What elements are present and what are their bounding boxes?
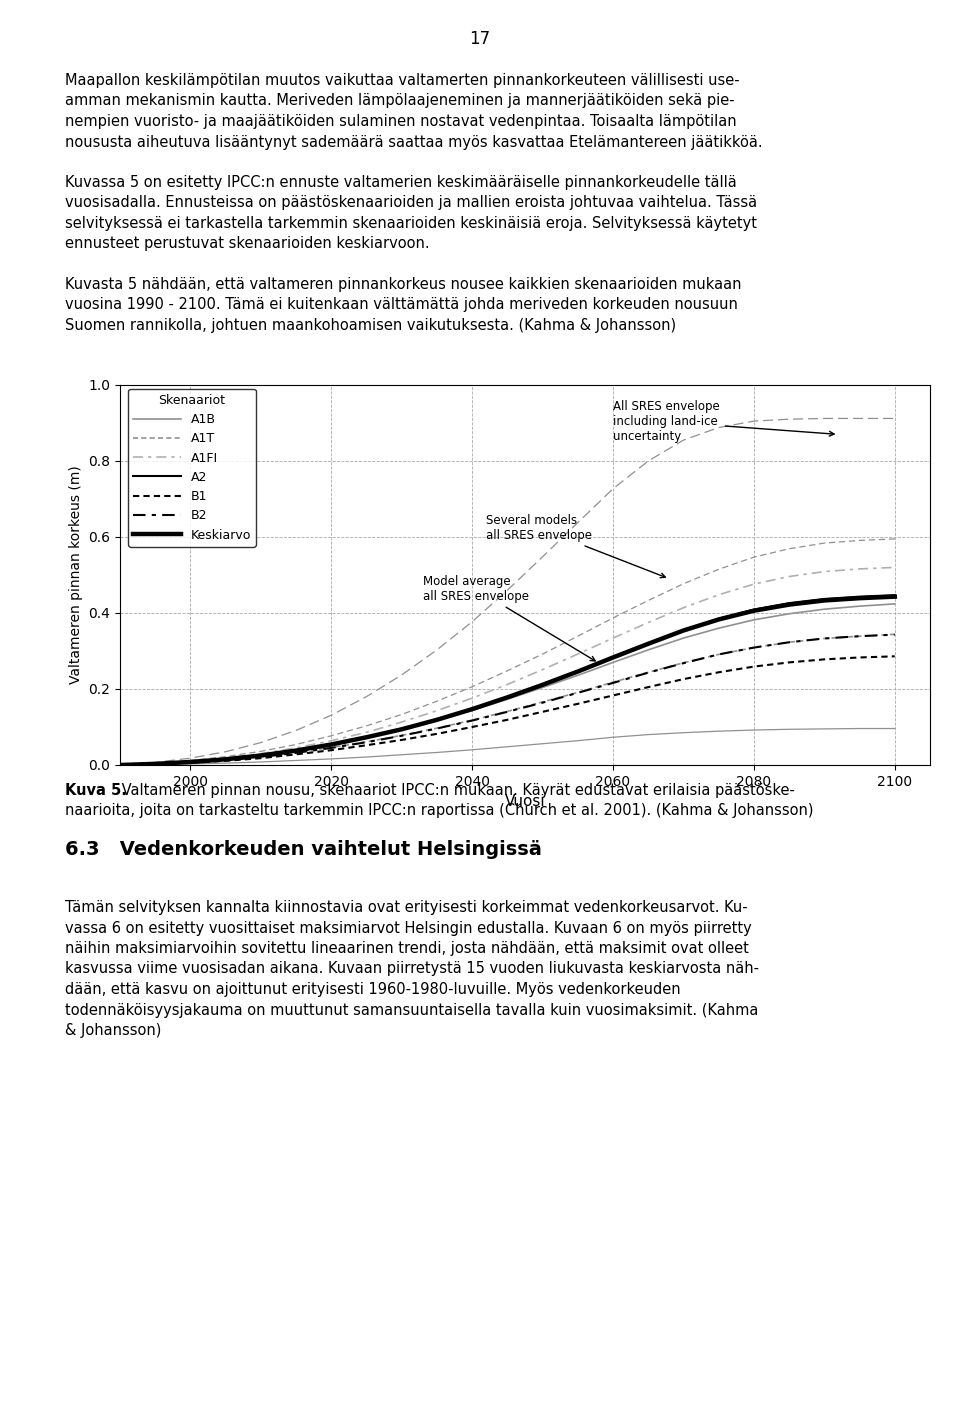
Text: vuosisadalla. Ennusteissa on päästöskenaarioiden ja mallien eroista johtuvaa vai: vuosisadalla. Ennusteissa on päästöskena… <box>65 195 757 211</box>
Legend: A1B, A1T, A1FI, A2, B1, B2, Keskiarvo: A1B, A1T, A1FI, A2, B1, B2, Keskiarvo <box>128 389 256 547</box>
X-axis label: Vuosi: Vuosi <box>505 794 545 810</box>
Text: dään, että kasvu on ajoittunut erityisesti 1960-1980-luvuille. Myös vedenkorkeud: dään, että kasvu on ajoittunut erityises… <box>65 981 681 997</box>
Text: vuosina 1990 - 2100. Tämä ei kuitenkaan välttämättä johda meriveden korkeuden no: vuosina 1990 - 2100. Tämä ei kuitenkaan … <box>65 298 738 312</box>
Y-axis label: Valtameren pinnan korkeus (m): Valtameren pinnan korkeus (m) <box>69 465 83 685</box>
Text: vassa 6 on esitetty vuosittaiset maksimiarvot Helsingin edustalla. Kuvaan 6 on m: vassa 6 on esitetty vuosittaiset maksimi… <box>65 921 752 935</box>
Text: Tämän selvityksen kannalta kiinnostavia ovat erityisesti korkeimmat vedenkorkeus: Tämän selvityksen kannalta kiinnostavia … <box>65 900 748 915</box>
Text: noususta aiheutuva lisääntynyt sademäärä saattaa myös kasvattaa Etelämantereen j: noususta aiheutuva lisääntynyt sademäärä… <box>65 135 762 149</box>
Text: amman mekanismin kautta. Meriveden lämpölaajeneminen ja mannerjäätiköiden sekä p: amman mekanismin kautta. Meriveden lämpö… <box>65 94 734 108</box>
Text: selvityksessä ei tarkastella tarkemmin skenaarioiden keskinäisiä eroja. Selvityk: selvityksessä ei tarkastella tarkemmin s… <box>65 217 757 231</box>
Text: kasvussa viime vuosisadan aikana. Kuvaan piirretystä 15 vuoden liukuvasta keskia: kasvussa viime vuosisadan aikana. Kuvaan… <box>65 962 759 977</box>
Text: Suomen rannikolla, johtuen maankohoamisen vaikutuksesta. (Kahma & Johansson): Suomen rannikolla, johtuen maankohoamise… <box>65 318 676 333</box>
Text: todennäköisyysjakauma on muuttunut samansuuntaisella tavalla kuin vuosimaksimit.: todennäköisyysjakauma on muuttunut saman… <box>65 1002 758 1018</box>
Text: ennusteet perustuvat skenaarioiden keskiarvoon.: ennusteet perustuvat skenaarioiden keski… <box>65 236 430 252</box>
Text: Maapallon keskilämpötilan muutos vaikuttaa valtamerten pinnankorkeuteen välillis: Maapallon keskilämpötilan muutos vaikutt… <box>65 73 739 89</box>
Text: All SRES envelope
including land-ice
uncertainty: All SRES envelope including land-ice unc… <box>613 401 834 443</box>
Text: 17: 17 <box>469 30 491 48</box>
Text: Kuvasta 5 nähdään, että valtameren pinnankorkeus nousee kaikkien skenaarioiden m: Kuvasta 5 nähdään, että valtameren pinna… <box>65 277 741 292</box>
Text: & Johansson): & Johansson) <box>65 1024 161 1038</box>
Text: näihin maksimiarvoihin sovitettu lineaarinen trendi, josta nähdään, että maksimi: näihin maksimiarvoihin sovitettu lineaar… <box>65 941 749 956</box>
Text: naarioita, joita on tarkasteltu tarkemmin IPCC:n raportissa (Church et al. 2001): naarioita, joita on tarkasteltu tarkemmi… <box>65 803 813 818</box>
Text: Model average
all SRES envelope: Model average all SRES envelope <box>422 575 595 661</box>
Text: Valtameren pinnan nousu, skenaariot IPCC:n mukaan. Käyrät edustavat erilaisia pä: Valtameren pinnan nousu, skenaariot IPCC… <box>117 783 795 799</box>
Text: 6.3   Vedenkorkeuden vaihtelut Helsingissä: 6.3 Vedenkorkeuden vaihtelut Helsingissä <box>65 839 541 859</box>
Text: Kuva 5.: Kuva 5. <box>65 783 127 799</box>
Text: Kuvassa 5 on esitetty IPCC:n ennuste valtamerien keskimääräiselle pinnankorkeude: Kuvassa 5 on esitetty IPCC:n ennuste val… <box>65 174 736 190</box>
Text: Several models
all SRES envelope: Several models all SRES envelope <box>487 515 665 578</box>
Text: nempien vuoristo- ja maajäätiköiden sulaminen nostavat vedenpintaa. Toisaalta lä: nempien vuoristo- ja maajäätiköiden sula… <box>65 114 736 129</box>
